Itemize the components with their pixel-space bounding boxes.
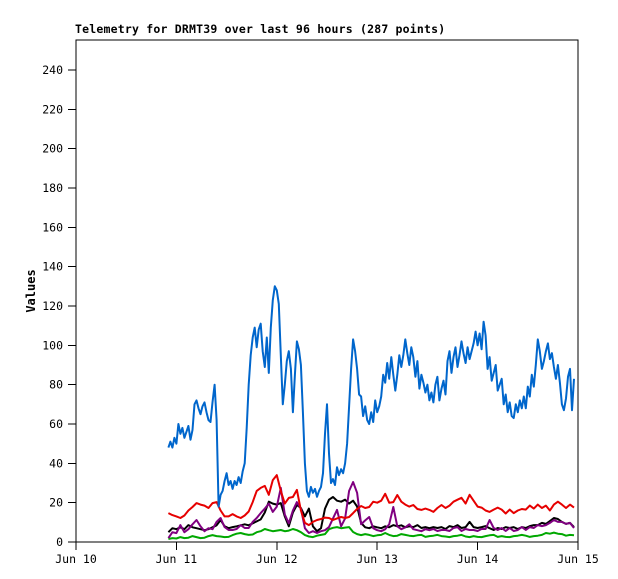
- y-tick-label: 180: [42, 181, 63, 195]
- y-tick-label: 80: [49, 378, 63, 392]
- y-tick-label: 220: [42, 102, 63, 116]
- plot-border: [75, 39, 579, 543]
- y-tick-label: 0: [56, 535, 63, 549]
- y-tick-label: 120: [42, 299, 63, 313]
- x-tick-label: Jun 10: [55, 552, 97, 566]
- series-line-purple: [167, 481, 575, 539]
- x-tick-label: Jun 12: [256, 552, 298, 566]
- x-tick-label: Jun 14: [457, 552, 499, 566]
- x-tick-label: Jun 13: [356, 552, 398, 566]
- x-tick-label: Jun 11: [156, 552, 198, 566]
- y-tick-label: 100: [42, 338, 63, 352]
- y-tick-label: 140: [42, 260, 63, 274]
- series-line-blue: [167, 285, 575, 508]
- series-line-red: [167, 474, 575, 527]
- y-tick-label: 200: [42, 142, 63, 156]
- series-line-green: [168, 526, 575, 540]
- y-tick-label: 160: [42, 220, 63, 234]
- y-tick-label: 40: [49, 456, 63, 470]
- y-tick-label: 60: [49, 417, 63, 431]
- series-line-black: [167, 496, 575, 533]
- x-tick-label: Jun 15: [557, 552, 599, 566]
- y-tick-label: 20: [49, 496, 63, 510]
- y-tick-label: 240: [42, 63, 63, 77]
- chart-title: Telemetry for DRMT39 over last 96 hours …: [75, 22, 446, 36]
